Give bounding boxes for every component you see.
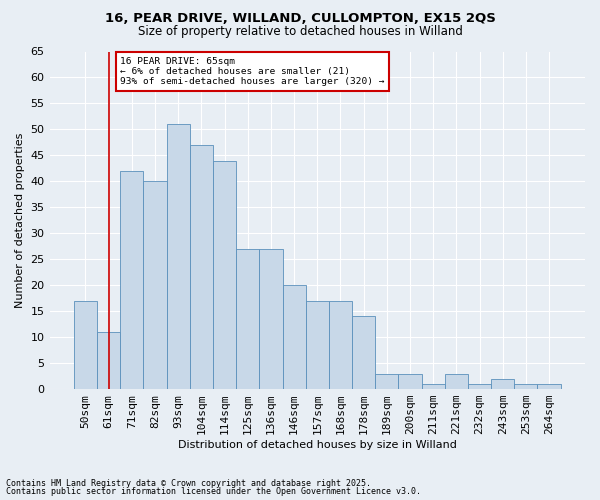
Bar — [305, 301, 329, 389]
Bar — [445, 374, 468, 389]
Y-axis label: Number of detached properties: Number of detached properties — [15, 132, 25, 308]
Bar — [422, 384, 445, 389]
Bar — [97, 332, 120, 389]
Bar — [352, 316, 375, 389]
Bar — [538, 384, 560, 389]
Bar — [120, 171, 143, 389]
Text: Contains HM Land Registry data © Crown copyright and database right 2025.: Contains HM Land Registry data © Crown c… — [6, 478, 371, 488]
Bar — [398, 374, 422, 389]
Bar — [375, 374, 398, 389]
Bar — [143, 182, 167, 389]
Text: Contains public sector information licensed under the Open Government Licence v3: Contains public sector information licen… — [6, 487, 421, 496]
Text: 16, PEAR DRIVE, WILLAND, CULLOMPTON, EX15 2QS: 16, PEAR DRIVE, WILLAND, CULLOMPTON, EX1… — [104, 12, 496, 26]
Bar — [167, 124, 190, 389]
Bar — [283, 285, 305, 389]
Bar — [74, 301, 97, 389]
Text: Size of property relative to detached houses in Willand: Size of property relative to detached ho… — [137, 25, 463, 38]
X-axis label: Distribution of detached houses by size in Willand: Distribution of detached houses by size … — [178, 440, 457, 450]
Bar — [190, 145, 213, 389]
Text: 16 PEAR DRIVE: 65sqm
← 6% of detached houses are smaller (21)
93% of semi-detach: 16 PEAR DRIVE: 65sqm ← 6% of detached ho… — [120, 56, 385, 86]
Bar — [468, 384, 491, 389]
Bar — [514, 384, 538, 389]
Bar — [236, 249, 259, 389]
Bar — [329, 301, 352, 389]
Bar — [491, 378, 514, 389]
Bar — [259, 249, 283, 389]
Bar — [213, 160, 236, 389]
